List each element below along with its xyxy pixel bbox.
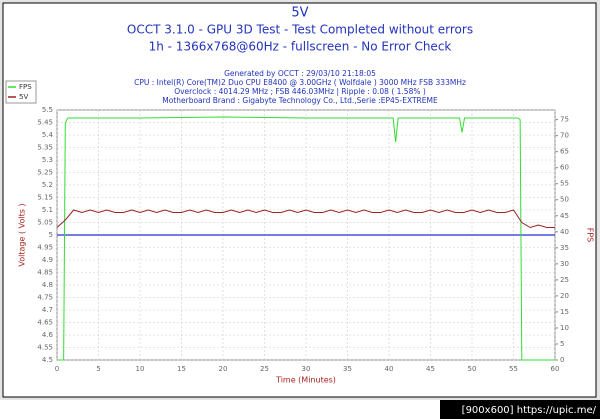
y-tick-label: 5.25 xyxy=(37,169,53,177)
x-tick-label: 10 xyxy=(136,365,145,373)
x-axis-label: Time (Minutes) xyxy=(275,376,336,385)
y-tick-label: 5 xyxy=(49,231,53,239)
y2-axis-label: FPS xyxy=(586,228,595,243)
y-tick-label: 4.6 xyxy=(42,331,54,339)
x-tick-label: 15 xyxy=(177,365,186,373)
y2-tick-label: 60 xyxy=(560,164,569,172)
x-tick-label: 25 xyxy=(260,365,269,373)
x-tick-label: 30 xyxy=(302,365,311,373)
x-tick-label: 60 xyxy=(551,365,560,373)
x-tick-label: 45 xyxy=(426,365,435,373)
watermark-box xyxy=(440,400,600,419)
y-tick-label: 4.9 xyxy=(42,256,53,264)
y-tick-label: 5.05 xyxy=(37,219,53,227)
y-tick-label: 5.3 xyxy=(42,156,53,164)
info-line: CPU : Intel(R) Core(TM)2 Duo CPU E8400 @… xyxy=(134,78,466,87)
x-tick-label: 20 xyxy=(219,365,228,373)
y2-tick-label: 5 xyxy=(560,340,564,348)
y-tick-label: 4.75 xyxy=(37,294,53,302)
y2-tick-label: 50 xyxy=(560,196,569,204)
x-tick-label: 35 xyxy=(343,365,352,373)
y2-tick-label: 30 xyxy=(560,260,569,268)
y-tick-label: 5.15 xyxy=(37,194,53,202)
x-tick-label: 55 xyxy=(509,365,518,373)
y2-tick-label: 65 xyxy=(560,148,569,156)
y2-tick-label: 55 xyxy=(560,180,569,188)
y-tick-label: 4.85 xyxy=(37,269,53,277)
series-line xyxy=(57,116,555,361)
y2-tick-label: 40 xyxy=(560,228,569,236)
x-tick-label: 0 xyxy=(55,365,59,373)
chart-title: 5V xyxy=(291,6,308,21)
y2-tick-label: 25 xyxy=(560,276,569,284)
info-line: Generated by OCCT : 29/03/10 21:18:05 xyxy=(224,69,376,78)
subtitle: OCCT 3.1.0 - GPU 3D Test - Test Complete… xyxy=(127,23,473,37)
y-tick-label: 5.45 xyxy=(37,119,53,127)
y-axis-label: Voltage ( Volts ) xyxy=(18,203,27,266)
y2-tick-label: 45 xyxy=(560,212,569,220)
y-tick-label: 5.2 xyxy=(42,181,53,189)
legend-label: FPS xyxy=(19,83,32,91)
y2-tick-label: 10 xyxy=(560,324,569,332)
info-line: Overclock : 4014.29 MHz ; FSB 446.03MHz … xyxy=(174,87,426,96)
y2-tick-label: 75 xyxy=(560,116,569,124)
y-tick-label: 5.5 xyxy=(42,106,53,114)
subtitle: 1h - 1366x768@60Hz - fullscreen - No Err… xyxy=(149,40,452,54)
series-line xyxy=(56,209,555,229)
x-tick-label: 50 xyxy=(468,365,477,373)
y2-tick-label: 0 xyxy=(560,356,564,364)
x-tick-label: 40 xyxy=(385,365,394,373)
y2-tick-label: 20 xyxy=(560,292,569,300)
y2-tick-label: 35 xyxy=(560,244,569,252)
y-tick-label: 4.8 xyxy=(42,281,53,289)
y-tick-label: 4.7 xyxy=(42,306,53,314)
y2-tick-label: 15 xyxy=(560,308,569,316)
y-tick-label: 4.65 xyxy=(37,319,53,327)
y-tick-label: 5.4 xyxy=(42,131,54,139)
y-tick-label: 4.55 xyxy=(37,344,53,352)
x-tick-label: 5 xyxy=(96,365,100,373)
y-tick-label: 5.1 xyxy=(42,206,53,214)
y-tick-label: 5.35 xyxy=(37,144,53,152)
watermark: [900x600] https://upic.me/ xyxy=(462,405,597,416)
y2-tick-label: 70 xyxy=(560,132,569,140)
info-line: Motherboard Brand : Gigabyte Technology … xyxy=(162,96,438,105)
y-tick-label: 4.5 xyxy=(42,356,53,364)
y-tick-label: 4.95 xyxy=(37,244,53,252)
legend-label: 5V xyxy=(19,93,28,101)
